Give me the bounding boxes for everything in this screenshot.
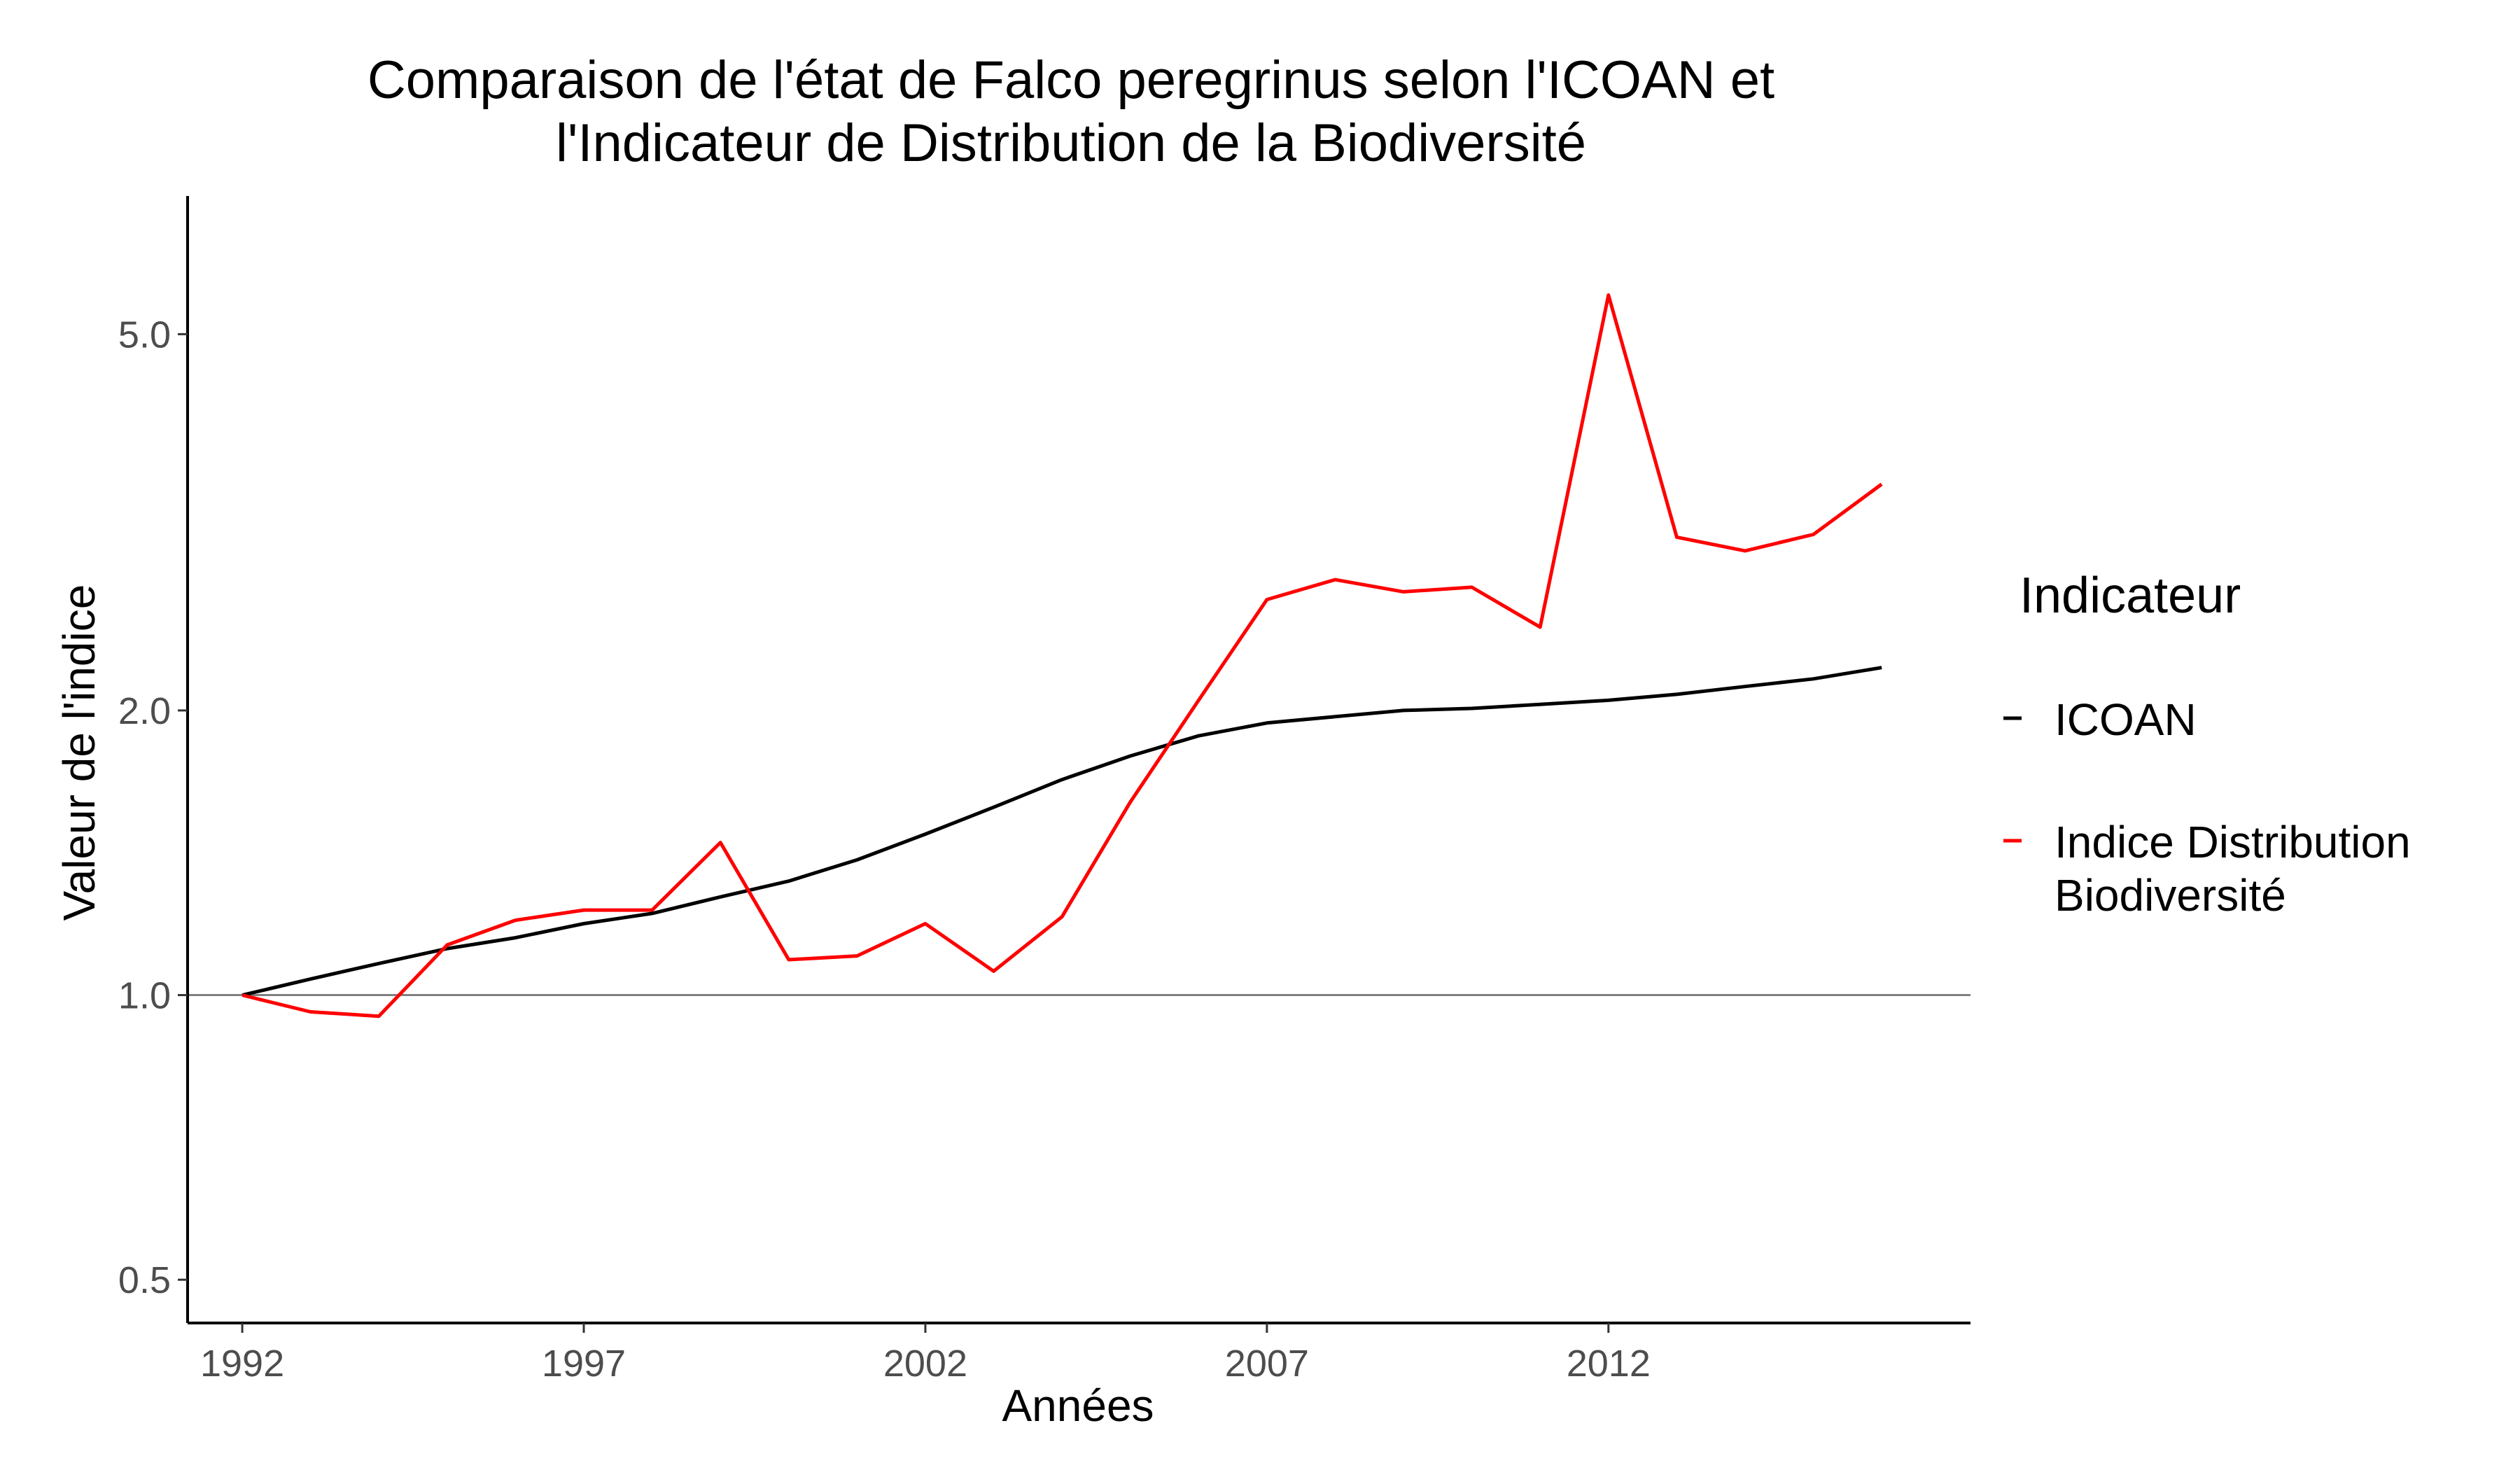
legend-label: ICOAN	[2054, 694, 2197, 745]
x-axis-title: Années	[1002, 1380, 1154, 1431]
legend: Indicateur ICOAN Indice DistributionBiodi…	[2003, 568, 2411, 920]
x-tick-label: 1992	[200, 1343, 284, 1385]
x-tick-label: 1997	[542, 1343, 626, 1385]
y-tick-label: 5.0	[118, 314, 171, 356]
chart-title-line-2: l'Indicateur de Distribution de la Biodi…	[556, 113, 1586, 173]
legend-label: Biodiversité	[2054, 870, 2286, 920]
series-line-indice-distribution	[241, 293, 1883, 1018]
legend-label: Indice Distribution	[2054, 817, 2411, 867]
plot-area: 0.5 1.0 2.0 5.0 1992 1997 2002 2007 2012	[118, 196, 1970, 1385]
y-tick-label: 1.0	[118, 975, 171, 1017]
y-tick-label: 2.0	[118, 690, 171, 732]
y-axis-title: Valeur de l'indice	[54, 584, 104, 921]
x-tick-label: 2007	[1225, 1343, 1309, 1385]
chart-title-line-1: Comparaison de l'état de Falco peregrinu…	[368, 50, 1774, 110]
x-tick-label: 2002	[883, 1343, 967, 1385]
x-tick-label: 2012	[1567, 1343, 1651, 1385]
series-line-icoan	[241, 666, 1882, 997]
legend-title: Indicateur	[2019, 568, 2241, 624]
y-tick-label: 0.5	[118, 1259, 171, 1301]
